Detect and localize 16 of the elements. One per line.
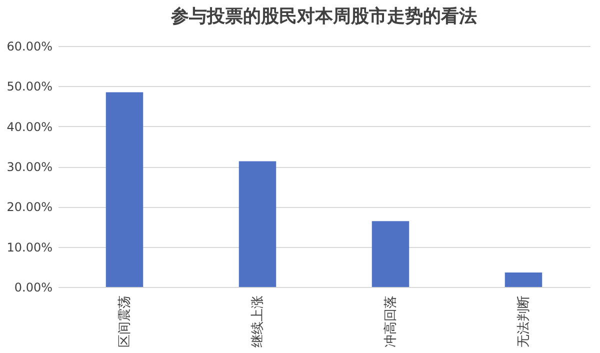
y-tick-label: 30.00% <box>6 160 52 174</box>
chart-title: 参与投票的股民对本周股市走势的看法 <box>170 6 477 27</box>
y-tick-label: 40.00% <box>6 120 52 134</box>
x-tick-label: 冲高回落 <box>382 296 398 348</box>
x-tick-label: 区间震荡 <box>118 296 132 348</box>
bar <box>372 221 410 287</box>
bar <box>504 272 542 287</box>
y-tick-label: 60.00% <box>6 40 52 54</box>
y-tick-label: 50.00% <box>6 80 52 94</box>
bar <box>106 92 144 287</box>
y-tick-label: 0.00% <box>14 280 52 294</box>
bar <box>238 161 276 287</box>
x-tick-label: 无法判断 <box>516 296 532 348</box>
y-tick-label: 20.00% <box>6 200 52 214</box>
x-tick-label: 继续上涨 <box>250 296 266 348</box>
y-tick-label: 10.00% <box>6 240 52 254</box>
